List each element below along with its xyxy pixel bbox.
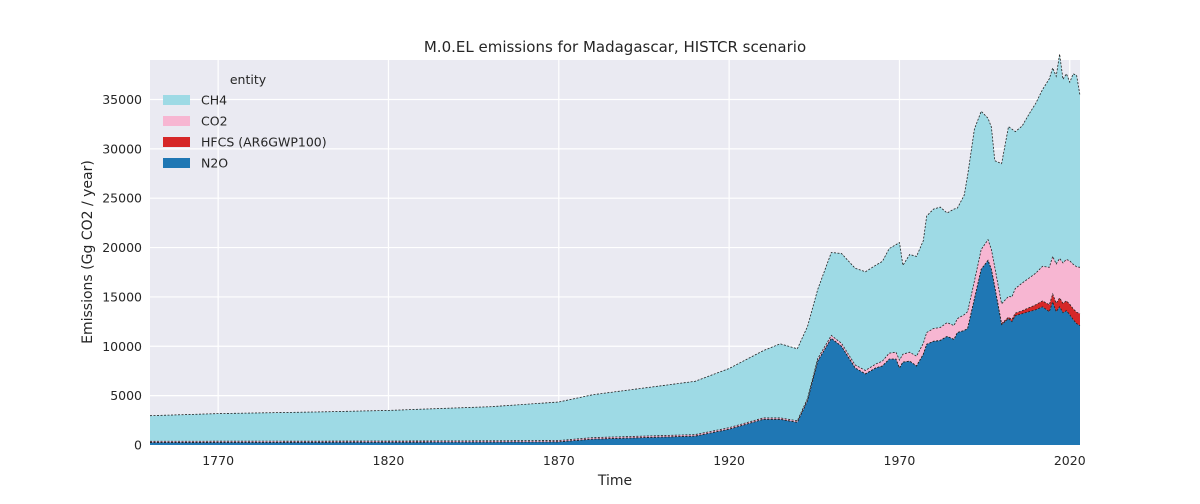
area-co2 — [150, 239, 1080, 443]
x-axis-ticks: 1770 1820 1870 1920 1970 2020 — [202, 453, 1086, 468]
y-tick-label: 20000 — [102, 240, 142, 255]
y-axis-label: Emissions (Gg CO2 / year) — [80, 160, 96, 344]
x-tick-label: 1920 — [713, 453, 745, 468]
legend-label-co2: CO2 — [201, 114, 228, 129]
legend-swatch-hfcs-ar6gwp100 — [163, 137, 190, 147]
y-axis-ticks: 0 5000 10000 15000 20000 25000 30000 35000 — [102, 92, 142, 453]
x-tick-label: 1770 — [202, 453, 234, 468]
x-tick-label: 1820 — [373, 453, 405, 468]
y-tick-label: 30000 — [102, 141, 142, 156]
y-tick-label: 25000 — [102, 191, 142, 206]
area-n2o — [150, 260, 1080, 445]
y-tick-label: 15000 — [102, 289, 142, 304]
x-tick-label: 1870 — [543, 453, 575, 468]
chart-title: M.0.EL emissions for Madagascar, HISTCR … — [424, 38, 806, 56]
legend-label-ch4: CH4 — [201, 93, 227, 108]
outline-ch4 — [149, 54, 1081, 417]
legend-label-n2o: N2O — [201, 156, 228, 171]
y-tick-label: 10000 — [102, 339, 142, 354]
y-tick-label: 0 — [134, 438, 142, 453]
legend: entity CH4 CO2 HFCS (AR6GWP100) N2O — [163, 72, 327, 171]
outline-hfcs-ar6gwp100 — [149, 259, 1081, 443]
legend-label-hfcs-ar6gwp100: HFCS (AR6GWP100) — [201, 135, 327, 150]
series-outlines — [149, 54, 1081, 443]
series-areas — [150, 54, 1080, 445]
legend-title: entity — [230, 72, 267, 87]
legend-swatch-n2o — [163, 158, 190, 168]
x-axis-label: Time — [597, 473, 632, 489]
legend-swatch-ch4 — [163, 95, 190, 105]
y-tick-label: 5000 — [110, 388, 142, 403]
x-tick-label: 2020 — [1054, 453, 1086, 468]
outline-co2 — [149, 238, 1081, 442]
y-tick-label: 35000 — [102, 92, 142, 107]
x-tick-label: 1970 — [884, 453, 916, 468]
legend-swatch-co2 — [163, 116, 190, 126]
area-ch4 — [150, 54, 1080, 442]
